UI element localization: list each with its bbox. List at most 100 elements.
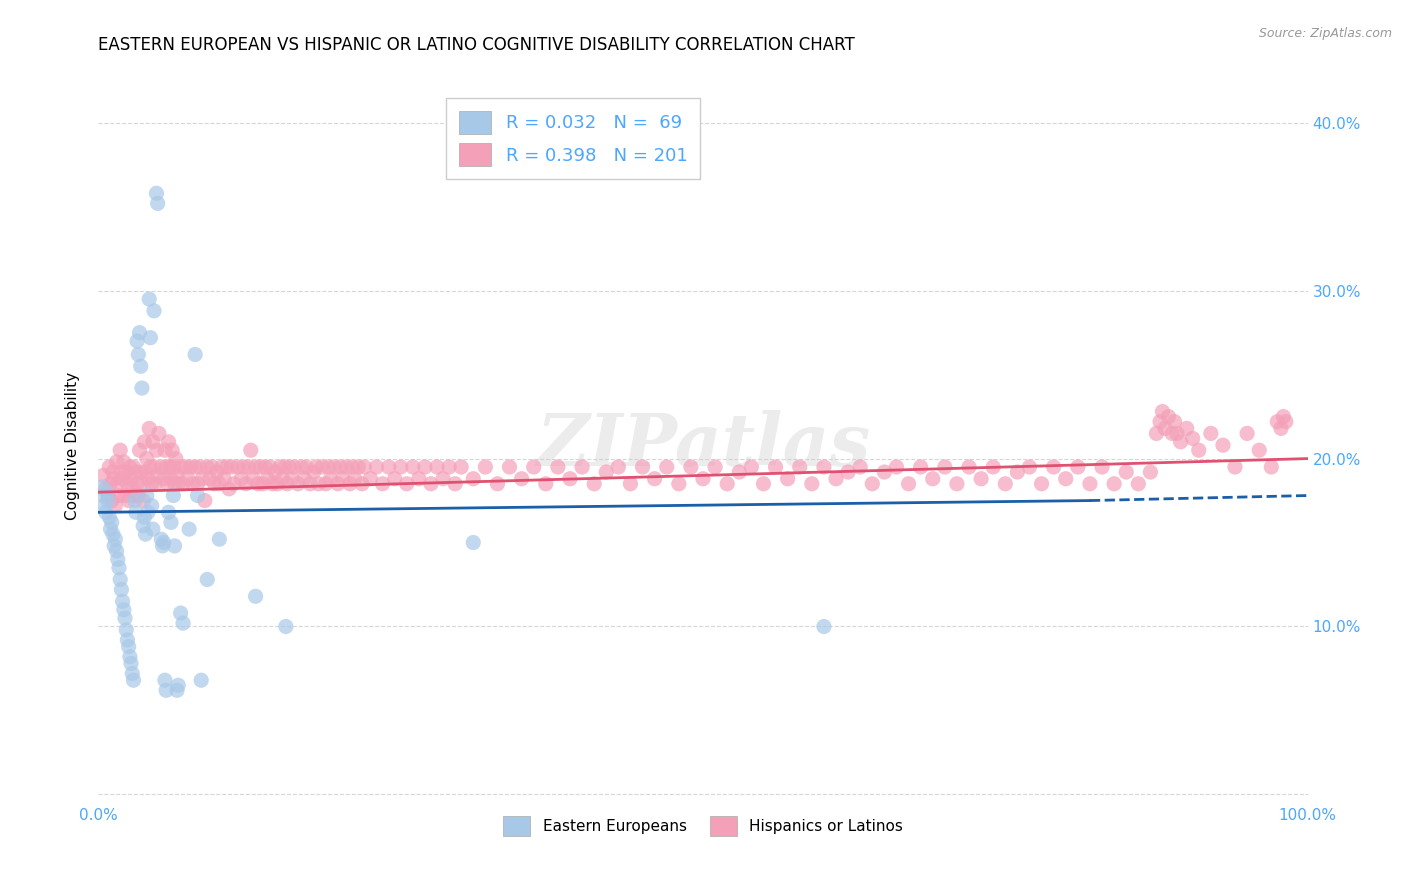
Point (187, 489, 209, 503)
Point (184, 460, 207, 475)
Point (160, 443, 183, 458)
Point (295, 460, 318, 475)
Point (208, 532, 231, 546)
Point (101, 465, 124, 479)
Point (377, 460, 399, 475)
Point (131, 381, 153, 395)
Point (111, 472, 134, 486)
Point (125, 465, 148, 479)
Point (444, 476, 467, 491)
Point (138, 421, 160, 435)
Point (159, 460, 181, 475)
Point (1149, 415, 1171, 429)
Point (290, 460, 312, 475)
Point (107, 552, 129, 566)
Point (169, 606, 191, 620)
Point (1139, 465, 1161, 479)
Point (413, 460, 436, 475)
Point (166, 468, 188, 483)
Point (813, 619, 835, 633)
Point (201, 460, 224, 475)
Point (1091, 460, 1114, 475)
Point (910, 460, 932, 475)
Point (800, 476, 823, 491)
Point (132, 518, 155, 533)
Text: Source: ZipAtlas.com: Source: ZipAtlas.com (1258, 27, 1392, 40)
Point (188, 460, 211, 475)
Point (245, 460, 267, 475)
Point (242, 472, 264, 486)
Point (534, 476, 557, 491)
Point (105, 455, 128, 469)
Point (172, 476, 194, 491)
Point (100, 493, 122, 508)
Point (420, 476, 443, 491)
Point (994, 476, 1017, 491)
Point (124, 489, 146, 503)
Point (129, 359, 152, 374)
Point (1270, 421, 1292, 435)
Point (111, 594, 134, 608)
Text: EASTERN EUROPEAN VS HISPANIC OR LATINO COGNITIVE DISABILITY CORRELATION CHART: EASTERN EUROPEAN VS HISPANIC OR LATINO C… (98, 36, 855, 54)
Point (169, 460, 191, 475)
Point (1223, 460, 1246, 475)
Point (104, 532, 127, 546)
Point (1115, 465, 1137, 479)
Point (135, 451, 157, 466)
Point (402, 460, 425, 475)
Point (145, 186, 167, 201)
Point (181, 476, 204, 491)
Point (347, 460, 370, 475)
Point (100, 476, 122, 491)
Point (152, 472, 174, 486)
Point (332, 472, 354, 486)
Point (135, 527, 157, 541)
Point (1181, 432, 1204, 446)
Point (1275, 415, 1298, 429)
Point (155, 460, 177, 475)
Point (208, 476, 231, 491)
Point (371, 476, 394, 491)
Point (108, 573, 131, 587)
Point (655, 460, 678, 475)
Point (218, 482, 240, 496)
Point (121, 482, 143, 496)
Point (271, 472, 294, 486)
Point (1157, 409, 1180, 424)
Point (156, 476, 179, 491)
Point (112, 455, 135, 469)
Text: ZIPatlas: ZIPatlas (536, 410, 870, 482)
Point (1128, 476, 1150, 491)
Point (1175, 421, 1198, 435)
Point (103, 539, 125, 553)
Point (153, 443, 176, 458)
Point (408, 472, 430, 486)
Point (305, 460, 328, 475)
Point (486, 476, 509, 491)
Point (360, 472, 382, 486)
Point (1260, 460, 1282, 475)
Point (273, 460, 295, 475)
Point (187, 476, 209, 491)
Point (1152, 404, 1174, 418)
Point (204, 476, 226, 491)
Point (813, 460, 835, 475)
Point (292, 472, 315, 486)
Point (121, 666, 143, 681)
Point (389, 460, 412, 475)
Point (1170, 434, 1192, 449)
Point (269, 460, 291, 475)
Point (619, 476, 641, 491)
Point (316, 460, 339, 475)
Point (128, 443, 150, 458)
Point (117, 632, 139, 647)
Point (184, 347, 207, 361)
Point (547, 460, 569, 475)
Point (143, 476, 166, 491)
Point (837, 465, 859, 479)
Point (668, 476, 690, 491)
Point (136, 505, 159, 519)
Point (342, 460, 364, 475)
Point (179, 522, 201, 536)
Point (145, 443, 167, 458)
